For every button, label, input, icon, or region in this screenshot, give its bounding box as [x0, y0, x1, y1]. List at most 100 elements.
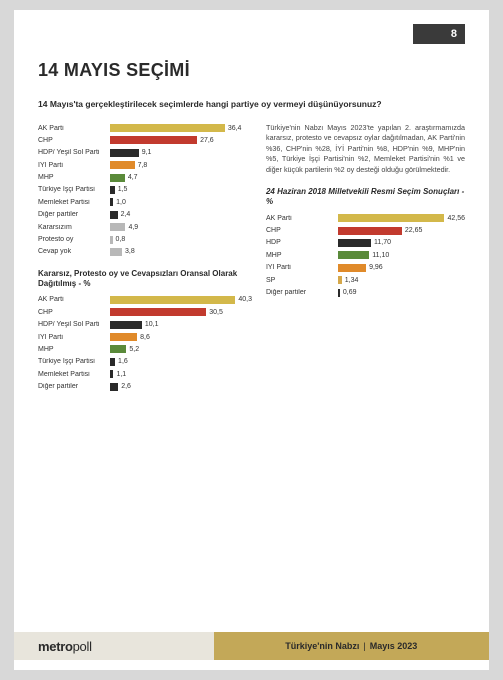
bar-track: 42,56 [338, 214, 465, 222]
bar-label: İYİ Parti [38, 162, 110, 169]
bar-track: 0,8 [110, 236, 252, 244]
footer-brand-area: metropoll [14, 632, 214, 660]
bar-value: 36,4 [228, 125, 242, 132]
page-number: 8 [451, 28, 457, 40]
bar-row: İYİ Parti 7,8 [38, 160, 252, 170]
bar-row: Diğer partiler0,69 [266, 288, 465, 298]
page: 8 14 MAYIS SEÇİMİ 14 Mayıs'ta gerçekleşt… [14, 10, 489, 670]
bar-value: 4,9 [128, 224, 138, 231]
bar-value: 8,6 [140, 334, 150, 341]
bar-track: 30,5 [110, 308, 252, 316]
chart-distributed: AK Parti40,3CHP30,5HDP/ Yeşil Sol Parti1… [38, 295, 252, 392]
bar-row: Memleket Partisi1,1 [38, 369, 252, 379]
bar-track: 36,4 [110, 124, 252, 132]
bar-row: Türkiye İşçi Partisi1,6 [38, 357, 252, 367]
bar-label: Diğer partiler [38, 211, 110, 218]
bar-value: 9,96 [369, 264, 383, 271]
brand-bold: metro [38, 639, 73, 654]
bar-label: Türkiye İşçi Partisi [38, 358, 110, 365]
bar-row: HDP 11,70 [266, 238, 465, 248]
bar-row: AK Parti 36,4 [38, 123, 252, 133]
bar [110, 296, 235, 304]
bar-label: CHP [38, 137, 110, 144]
bar-value: 11,70 [374, 239, 391, 246]
bar-track: 1,34 [338, 276, 465, 284]
bar-row: Protesto oy 0,8 [38, 235, 252, 245]
bar-track: 1,5 [110, 186, 252, 194]
columns: AK Parti36,4CHP27,6HDP/ Yeşil Sol Parti9… [38, 123, 465, 404]
bar-track: 4,7 [110, 174, 252, 182]
bar-row: SP1,34 [266, 275, 465, 285]
bar-row: MHP11,10 [266, 250, 465, 260]
bar [110, 198, 113, 206]
bar-row: Kararsızım4,9 [38, 222, 252, 232]
bar-track: 27,6 [110, 136, 252, 144]
bar-label: Türkiye İşçi Partisi [38, 186, 110, 193]
analysis-paragraph: Türkiye'nin Nabzı Mayıs 2023'te yapılan … [266, 123, 465, 175]
bar-track: 3,8 [110, 248, 252, 256]
bar-label: AK Parti [38, 125, 110, 132]
bar-label: HDP/ Yeşil Sol Parti [38, 321, 110, 328]
bar [110, 149, 139, 157]
bar-row: AK Parti42,56 [266, 213, 465, 223]
bar-track: 8,6 [110, 333, 252, 341]
chart-2018: AK Parti42,56 CHP 22,65 HDP 11,70 MHP11,10 İYİ… [266, 213, 465, 297]
bar [110, 211, 118, 219]
bar-label: HDP/ Yeşil Sol Parti [38, 149, 110, 156]
bar-track: 9,1 [110, 149, 252, 157]
bar-value: 42,56 [447, 215, 465, 222]
bar-track: 1,1 [110, 370, 252, 378]
bar [110, 124, 225, 132]
bar-value: 27,6 [200, 137, 214, 144]
bar-value: 1,5 [118, 186, 128, 193]
bar-value: 1,1 [116, 371, 126, 378]
bar [338, 276, 342, 284]
bar-track: 10,1 [110, 321, 252, 329]
bar-label: HDP [266, 239, 338, 246]
bar-label: İYİ Parti [38, 334, 110, 341]
bar-label: AK Parti [38, 296, 110, 303]
tagline-right: Mayıs 2023 [370, 641, 418, 651]
page-title: 14 MAYIS SEÇİMİ [38, 60, 465, 81]
bar-label: MHP [266, 252, 338, 259]
bar-row: CHP 22,65 [266, 226, 465, 236]
tagline-sep: | [363, 641, 365, 651]
bar [110, 136, 197, 144]
bar-row: Diğer partiler2,6 [38, 382, 252, 392]
bar-value: 7,8 [138, 162, 148, 169]
chart-raw: AK Parti 36,4 CHP 27,6 HDP/ Yeşil Sol Parti9… [38, 123, 252, 257]
brand-logo: metropoll [38, 639, 92, 654]
bar [110, 345, 126, 353]
bar [338, 214, 445, 222]
bar-row: İYİ Parti 9,96 [266, 263, 465, 273]
bar-label: Protesto oy [38, 236, 110, 243]
bar [110, 321, 142, 329]
bar-row: Diğer partiler2,4 [38, 210, 252, 220]
bar-row: AK Parti40,3 [38, 295, 252, 305]
bar-label: CHP [266, 227, 338, 234]
bar-label: İYİ Parti [266, 264, 338, 271]
bar [110, 333, 137, 341]
bar-value: 5,2 [129, 346, 139, 353]
bar [110, 248, 122, 256]
bar-label: Memleket Partisi [38, 199, 110, 206]
bar-track: 22,65 [338, 227, 465, 235]
bar-label: MHP [38, 174, 110, 181]
bar-value: 22,65 [405, 227, 423, 234]
bar-label: MHP [38, 346, 110, 353]
bar-row: CHP 27,6 [38, 135, 252, 145]
bar-row: CHP30,5 [38, 307, 252, 317]
bar-row: Türkiye İşçi Partisi 1,5 [38, 185, 252, 195]
bar-value: 4,7 [128, 174, 138, 181]
bar-value: 0,8 [116, 236, 126, 243]
bar [110, 174, 125, 182]
bar-track: 1,6 [110, 358, 252, 366]
bar-value: 0,69 [343, 289, 357, 296]
bar-row: Cevap yok3,8 [38, 247, 252, 257]
bar-row: HDP/ Yeşil Sol Parti10,1 [38, 320, 252, 330]
bar [110, 186, 115, 194]
chart2-title: Kararsız, Protesto oy ve Cevapsızları Or… [38, 269, 252, 289]
bar [338, 289, 340, 297]
bar [110, 370, 113, 378]
bar-track: 7,8 [110, 161, 252, 169]
